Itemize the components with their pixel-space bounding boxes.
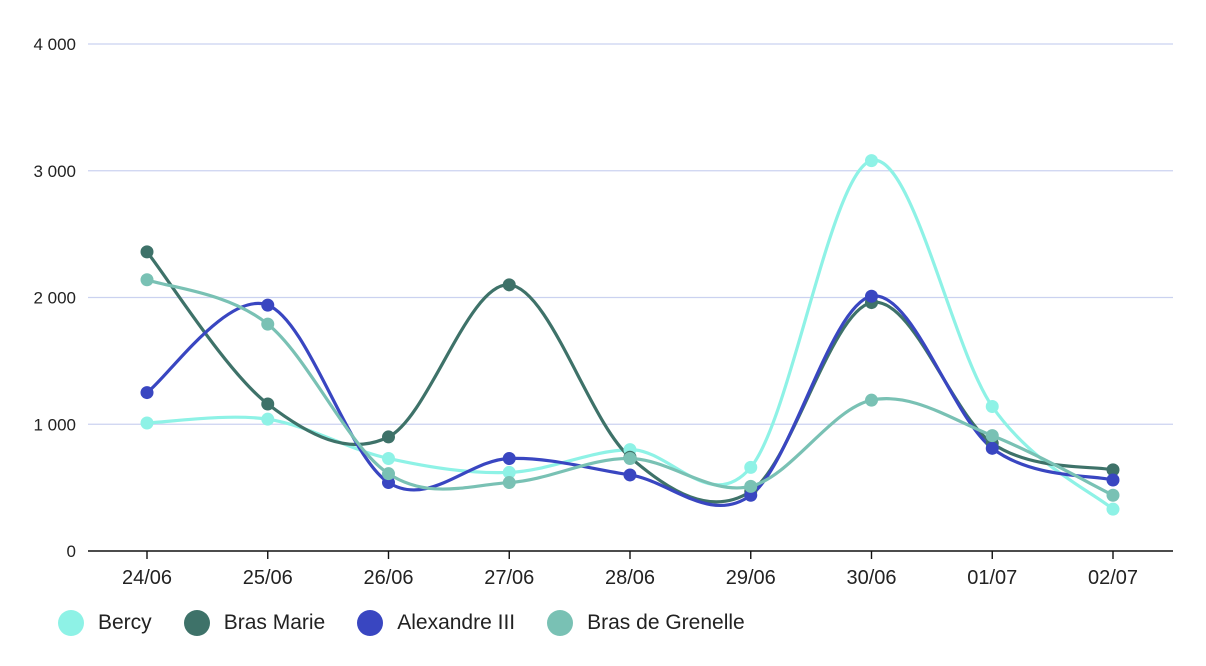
legend-swatch <box>183 610 210 636</box>
data-point-bras-de-grenelle[interactable] <box>1106 488 1120 502</box>
data-point-bercy[interactable] <box>502 465 516 479</box>
x-tick-label: 29/06 <box>726 567 776 589</box>
data-point-bras-de-grenelle[interactable] <box>985 429 999 443</box>
legend-swatch <box>357 610 384 636</box>
x-tick-label: 30/06 <box>846 567 896 589</box>
data-point-bercy[interactable] <box>744 460 758 474</box>
y-axis: 0 1 000 2 000 3 000 4 000 <box>33 35 76 561</box>
data-point-bercy[interactable] <box>382 451 395 465</box>
legend-label: Bras Marie <box>223 611 326 634</box>
data-point-alexandre-iii[interactable] <box>261 298 275 312</box>
data-point-bercy[interactable] <box>1106 502 1120 516</box>
data-point-bercy[interactable] <box>140 416 154 430</box>
data-point-alexandre-iii[interactable] <box>623 468 637 482</box>
legend-label: Alexandre III <box>397 611 516 634</box>
legend-item-bras-marie[interactable]: Bras Marie <box>183 610 326 636</box>
x-tick-label: 24/06 <box>122 567 172 589</box>
legend-item-bercy[interactable]: Bercy <box>58 610 152 636</box>
legend-label: Bras de Grenelle <box>587 611 745 634</box>
legend-item-alexandre-iii[interactable]: Alexandre III <box>357 610 515 636</box>
data-point-bras-marie[interactable] <box>1106 463 1120 477</box>
x-tick-label: 01/07 <box>967 567 1017 589</box>
y-tick-label: 1 000 <box>33 415 76 434</box>
data-point-bras-de-grenelle[interactable] <box>261 317 275 331</box>
data-point-bras-de-grenelle[interactable] <box>744 479 758 493</box>
x-axis: 24/06 25/06 26/06 27/06 28/06 29/06 30/06 01/07… <box>88 550 1173 589</box>
y-tick-label: 2 000 <box>33 289 76 308</box>
x-tick-label: 02/07 <box>1088 567 1138 589</box>
data-point-alexandre-iii[interactable] <box>865 289 878 303</box>
y-tick-label: 4 000 <box>33 35 76 54</box>
legend-swatch <box>58 610 84 636</box>
x-tick-label: 28/06 <box>605 567 655 589</box>
data-point-alexandre-iii[interactable] <box>140 386 154 400</box>
data-point-bercy[interactable] <box>865 154 878 168</box>
y-tick-label: 3 000 <box>33 162 76 181</box>
legend-item-bras-de-grenelle[interactable]: Bras de Grenelle <box>547 610 745 636</box>
legend: Bercy Bras Marie Alexandre III Bras de Gren… <box>58 610 777 636</box>
x-tick-label: 26/06 <box>363 567 413 589</box>
x-tick-label: 25/06 <box>243 567 293 589</box>
line-chart: 0 1 000 2 000 3 000 4 000 24/06 25/06 26/06 27/… <box>33 35 1173 589</box>
legend-swatch <box>547 610 574 636</box>
legend-label: Bercy <box>98 611 152 634</box>
data-point-bercy[interactable] <box>985 400 999 414</box>
data-point-bras-marie[interactable] <box>382 430 395 444</box>
data-point-bras-de-grenelle[interactable] <box>140 273 154 287</box>
data-point-alexandre-iii[interactable] <box>985 441 999 455</box>
grid-lines <box>88 43 1173 425</box>
data-point-alexandre-iii[interactable] <box>1106 473 1120 487</box>
data-point-alexandre-iii[interactable] <box>502 451 516 465</box>
data-point-bercy[interactable] <box>261 412 275 426</box>
y-tick-label: 0 <box>67 542 76 561</box>
data-point-bras-de-grenelle[interactable] <box>502 476 516 490</box>
data-point-bras-de-grenelle[interactable] <box>865 393 878 407</box>
data-point-bras-marie[interactable] <box>261 397 275 411</box>
data-point-bras-de-grenelle[interactable] <box>382 467 395 481</box>
data-point-bras-de-grenelle[interactable] <box>623 451 637 465</box>
series-points <box>140 154 1120 516</box>
data-point-bras-marie[interactable] <box>140 245 154 259</box>
x-tick-label: 27/06 <box>484 567 534 589</box>
data-point-bras-marie[interactable] <box>502 278 516 292</box>
